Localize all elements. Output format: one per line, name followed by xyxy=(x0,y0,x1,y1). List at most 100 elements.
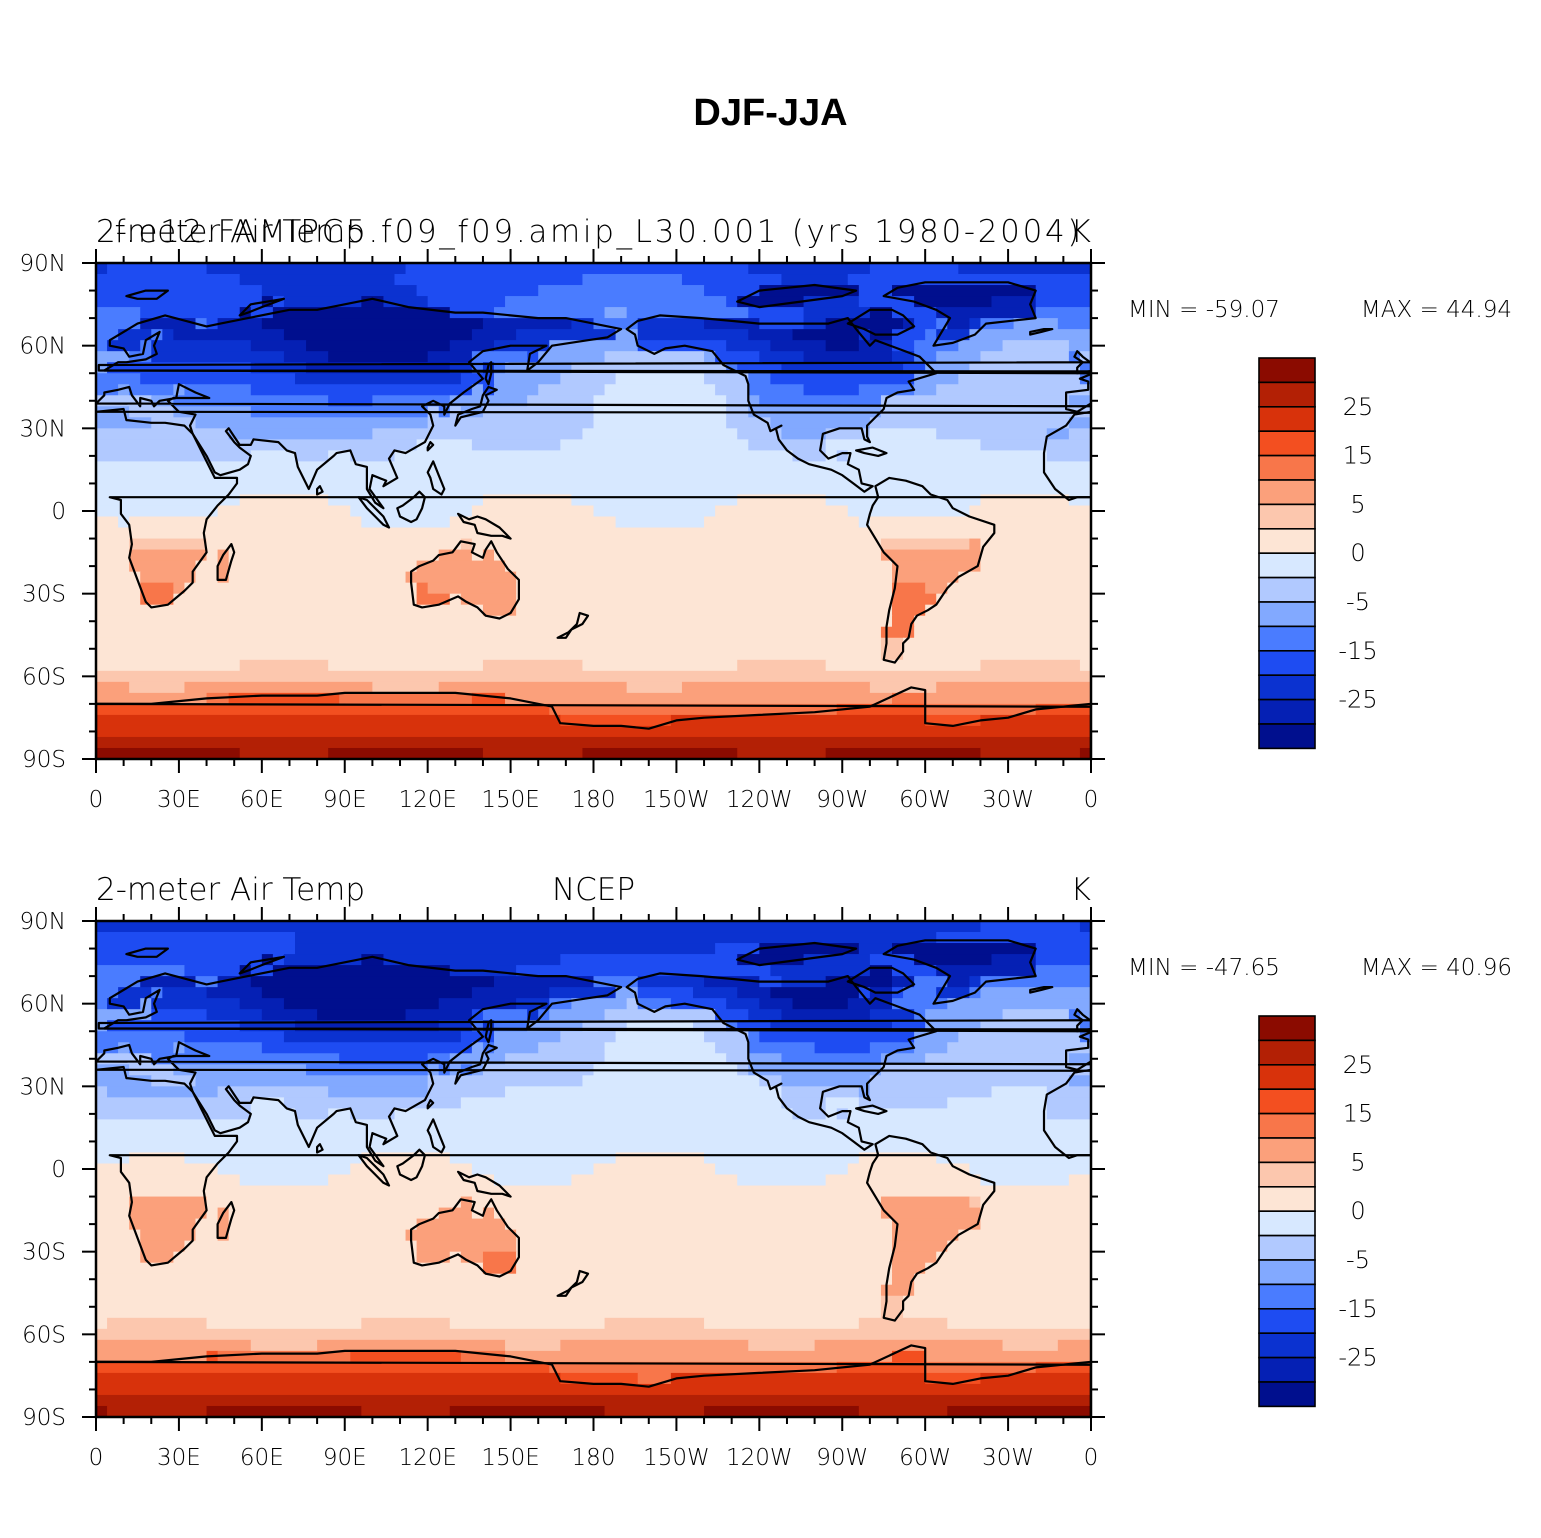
colorbar-box xyxy=(1258,576,1316,603)
coastline-namerica xyxy=(625,972,938,1151)
x-tick-label: 30W xyxy=(982,1445,1034,1471)
coastline-uk xyxy=(97,1019,1091,1031)
coastline-samerica xyxy=(866,476,996,664)
y-tick-label: 60N xyxy=(20,334,66,360)
colorbar-box xyxy=(1258,1381,1316,1408)
colorbar-box xyxy=(1258,1307,1316,1334)
y-tick-label: 0 xyxy=(51,499,66,525)
colorbar-box xyxy=(1258,1259,1316,1286)
coastline-iceland xyxy=(1029,328,1054,336)
coastline-madagascar xyxy=(216,543,236,581)
temperature-field xyxy=(96,263,1091,759)
colorbar-label: -25 xyxy=(1338,686,1377,714)
min-label: MIN = -59.07 xyxy=(1128,297,1280,323)
colorbar-label: 25 xyxy=(1343,393,1374,421)
coastline-cuba xyxy=(855,1104,888,1115)
x-tick-label: 0 xyxy=(89,787,104,813)
y-tick-label: 90S xyxy=(22,1405,66,1431)
colorbar-box xyxy=(1258,1039,1316,1066)
colorbar-box xyxy=(1258,1161,1316,1188)
colorbar-box xyxy=(1258,1356,1316,1383)
map-panel-ncep: 0 30E 60E 90E 120E 150E 180 150W 120W 90W 60W 30W 09… xyxy=(20,872,1512,1471)
coastline-australia xyxy=(410,540,520,620)
coastline-svalbard xyxy=(125,289,169,300)
coastline-uk xyxy=(1073,1008,1091,1033)
coastline-taiwan xyxy=(426,1099,435,1110)
x-tick-label: 0 xyxy=(1084,787,1099,813)
coastline-nz xyxy=(556,1269,590,1297)
colorbar-label: 15 xyxy=(1343,442,1374,470)
coastline-taiwan xyxy=(426,441,435,452)
coastline-madagascar xyxy=(1213,544,1230,580)
coastline-borneo xyxy=(1392,1150,1420,1180)
x-tick-label: 120E xyxy=(398,1445,456,1471)
coastline-borneo xyxy=(1392,492,1420,522)
axis-ticks xyxy=(82,249,1105,773)
colorbar-label: -15 xyxy=(1338,637,1377,665)
coastline-sakhalin xyxy=(484,361,493,386)
coastline-samerica xyxy=(866,1134,996,1322)
coastline-australia xyxy=(410,1198,520,1278)
y-tick-label: 60S xyxy=(22,1322,66,1348)
coastline-arcticisl xyxy=(736,283,858,309)
y-tick-label: 90S xyxy=(22,747,66,773)
x-tick-label: 120W xyxy=(726,787,793,813)
colorbar-box xyxy=(1258,381,1316,408)
coastline-philippines xyxy=(426,1118,446,1154)
coastlines xyxy=(96,939,1506,1417)
colorbar-box xyxy=(1258,1234,1316,1261)
x-tick-label: 30E xyxy=(157,787,201,813)
coastline-taiwan xyxy=(1423,1100,1429,1108)
coastline-philippines xyxy=(1423,1119,1440,1152)
colorbar-box xyxy=(1258,601,1316,628)
coastline-baffin xyxy=(846,308,916,336)
colorbar-box xyxy=(1258,1015,1316,1042)
coastline-sumatra xyxy=(357,496,391,529)
coastline-srilanka xyxy=(316,485,324,496)
min-label: MIN = -47.65 xyxy=(1128,955,1280,981)
colorbar-label: 0 xyxy=(1350,539,1365,567)
colorbar-label: -5 xyxy=(1346,588,1370,616)
x-tick-label: 150W xyxy=(643,1445,710,1471)
coastline-uk xyxy=(1073,350,1091,375)
colorbar-label: -5 xyxy=(1346,1246,1370,1274)
coastline-japan xyxy=(1450,1045,1492,1084)
coastline-borneo xyxy=(396,490,426,524)
coastline-sakhalin xyxy=(484,1019,493,1044)
colorbar-box xyxy=(1258,406,1316,433)
coastline-namerica xyxy=(625,314,938,493)
x-tick-label: 60E xyxy=(240,1445,284,1471)
coastline-nz xyxy=(556,611,590,639)
colorbar-box xyxy=(1258,698,1316,725)
coastline-sakhalin xyxy=(1481,362,1487,384)
page-title: DJF-JJA xyxy=(693,92,848,134)
colorbar: 25 15 5 0 -5 -15 -25 xyxy=(1258,357,1378,750)
coastline-newguinea xyxy=(1453,514,1506,539)
colorbar-box xyxy=(1258,1064,1316,1091)
coastline-newguinea xyxy=(1453,1172,1506,1197)
y-tick-label: 0 xyxy=(51,1157,66,1183)
coastline-greenland xyxy=(882,281,1037,347)
units-label: K xyxy=(1071,872,1091,908)
colorbar: 25 15 5 0 -5 -15 -25 xyxy=(1258,1015,1378,1408)
coastline-antarctica xyxy=(96,1344,1091,1417)
x-tick-label: 90W xyxy=(816,787,868,813)
colorbar-label: 25 xyxy=(1343,1051,1374,1079)
coastline-japan xyxy=(454,1043,498,1085)
x-tick-label: 30E xyxy=(157,1445,201,1471)
coastline-madagascar xyxy=(1213,1202,1230,1238)
colorbar-box xyxy=(1258,527,1316,554)
x-tick-label: 180 xyxy=(572,787,616,813)
colorbar-label: 5 xyxy=(1350,1148,1365,1176)
coastline-eurasia xyxy=(96,297,1091,510)
coastline-eurasia xyxy=(96,955,1091,1168)
x-tick-label: 60E xyxy=(240,787,284,813)
colorbar-label: -15 xyxy=(1338,1295,1377,1323)
colorbar-box xyxy=(1258,1112,1316,1139)
x-tick-label: 0 xyxy=(89,1445,104,1471)
coastline-africa xyxy=(96,1065,1091,1267)
colorbar-box xyxy=(1258,723,1316,750)
x-tick-label: 90E xyxy=(323,787,367,813)
x-tick-label: 60W xyxy=(899,787,951,813)
coastline-greenland xyxy=(882,939,1037,1005)
